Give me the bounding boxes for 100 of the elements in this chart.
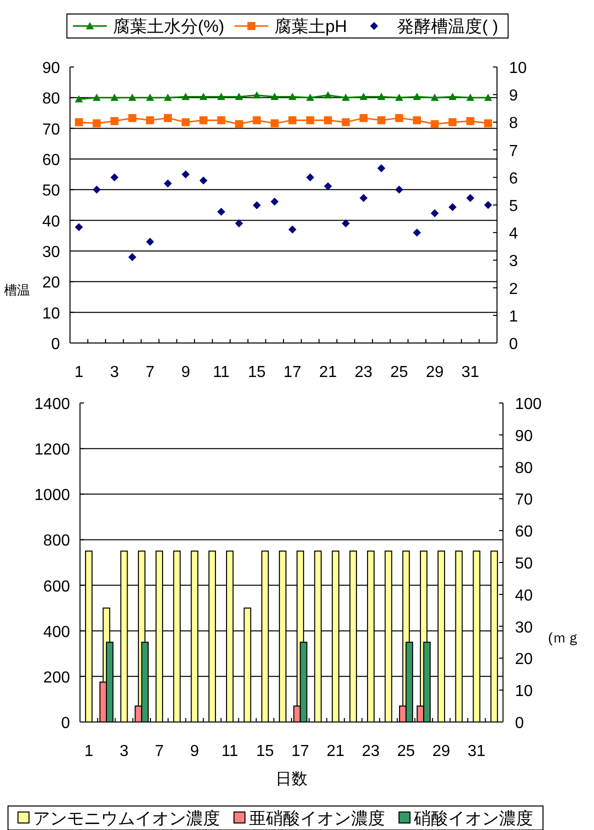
y2-tick-label: 90	[515, 428, 533, 445]
y-tick-label: 800	[43, 532, 70, 550]
y2-tick-label: 6	[509, 170, 518, 188]
x-tick-label: 29	[426, 364, 444, 381]
point	[92, 186, 101, 194]
y-axis-title: 槽温	[4, 282, 30, 298]
x-tick-label: 9	[190, 743, 200, 760]
point	[448, 92, 457, 100]
point	[360, 92, 368, 100]
point	[199, 176, 208, 184]
point	[110, 94, 118, 101]
point	[377, 164, 386, 172]
point	[324, 182, 332, 190]
point	[342, 94, 350, 101]
point	[74, 95, 83, 102]
point	[395, 94, 404, 101]
point	[146, 238, 154, 246]
point	[466, 94, 474, 101]
y-tick-label: 40	[42, 213, 60, 230]
y2-tick-label: 30	[515, 619, 533, 636]
point	[448, 203, 457, 212]
y-tick-label: 1000	[34, 487, 70, 504]
y2-tick-label: 1	[509, 308, 518, 326]
x-tick-label: 15	[256, 743, 274, 760]
y2-tick-label: 60	[515, 524, 533, 541]
point	[270, 92, 279, 100]
legend-label: 硝酸イオン濃度	[413, 809, 533, 828]
x-tick-label: 29	[432, 743, 450, 760]
x-tick-label: 25	[390, 364, 408, 381]
point	[306, 173, 314, 182]
x-tick-label: 9	[181, 364, 190, 381]
y-tick-label: 0	[61, 715, 70, 732]
y-tick-label: 70	[42, 121, 60, 138]
y2-tick-label: 10	[515, 683, 533, 700]
point	[324, 91, 332, 98]
y2-tick-label: 70	[515, 492, 533, 509]
point	[412, 228, 421, 237]
point	[164, 180, 172, 188]
legend-label: 腐葉土水分(%)	[112, 17, 224, 36]
point	[466, 194, 474, 202]
point	[484, 201, 492, 209]
y-tick-label: 200	[43, 669, 70, 686]
x-axis-title: 日数	[276, 771, 308, 788]
y2-tick-label: 9	[509, 88, 518, 105]
point	[484, 94, 492, 101]
x-tick-label: 7	[146, 364, 155, 381]
x-tick-label: 23	[362, 743, 380, 760]
x-tick-label: 21	[319, 364, 337, 381]
point	[92, 94, 101, 101]
y2-tick-label: 50	[515, 556, 533, 572]
x-tick-label: 3	[120, 743, 129, 760]
x-tick-label: 1	[74, 364, 84, 381]
y2-tick-label: 100	[515, 396, 542, 413]
point	[235, 219, 244, 228]
y2-axis-title: (ｍｇ	[548, 630, 581, 646]
point	[360, 194, 368, 202]
point	[146, 94, 154, 101]
point	[395, 186, 404, 194]
y2-tick-label: 0	[509, 336, 518, 353]
point	[199, 92, 208, 100]
point	[288, 226, 296, 234]
y-tick-label: 400	[43, 624, 70, 641]
y2-tick-label: 3	[509, 253, 518, 270]
y-tick-label: 20	[42, 274, 60, 292]
point	[306, 94, 314, 101]
point	[217, 208, 226, 216]
x-tick-label: 1	[84, 743, 94, 760]
point	[430, 209, 439, 218]
point	[270, 198, 279, 206]
point	[412, 92, 421, 100]
point	[252, 91, 261, 98]
y-tick-label: 10	[42, 305, 60, 322]
point	[74, 223, 83, 232]
y-tick-label: 0	[51, 336, 60, 353]
x-tick-label: 11	[212, 364, 230, 381]
y2-tick-label: 8	[509, 115, 518, 132]
point	[164, 94, 172, 101]
y2-tick-label: 10	[509, 60, 527, 77]
y2-tick-label: 7	[509, 142, 518, 160]
y2-tick-label: 80	[515, 460, 533, 477]
point	[252, 201, 261, 210]
point	[182, 92, 190, 100]
legend-label: 発酵槽温度( )	[397, 17, 498, 36]
x-tick-label: 17	[283, 364, 302, 381]
y2-tick-label: 5	[509, 198, 518, 215]
x-tick-label: 31	[461, 364, 480, 381]
point	[128, 253, 136, 262]
x-tick-label: 3	[110, 364, 120, 381]
y-tick-label: 1400	[34, 396, 70, 413]
y2-tick-label: 0	[515, 715, 524, 732]
point	[430, 94, 439, 101]
y2-tick-label: 40	[515, 587, 533, 604]
point	[110, 173, 118, 182]
x-tick-label: 25	[397, 743, 416, 760]
point	[128, 94, 136, 101]
legend-label: 亜硝酸イオン濃度	[249, 809, 385, 828]
x-tick-label: 21	[326, 743, 345, 760]
point	[377, 92, 386, 100]
y-tick-label: 600	[43, 578, 70, 596]
y-tick-label: 30	[42, 244, 60, 261]
